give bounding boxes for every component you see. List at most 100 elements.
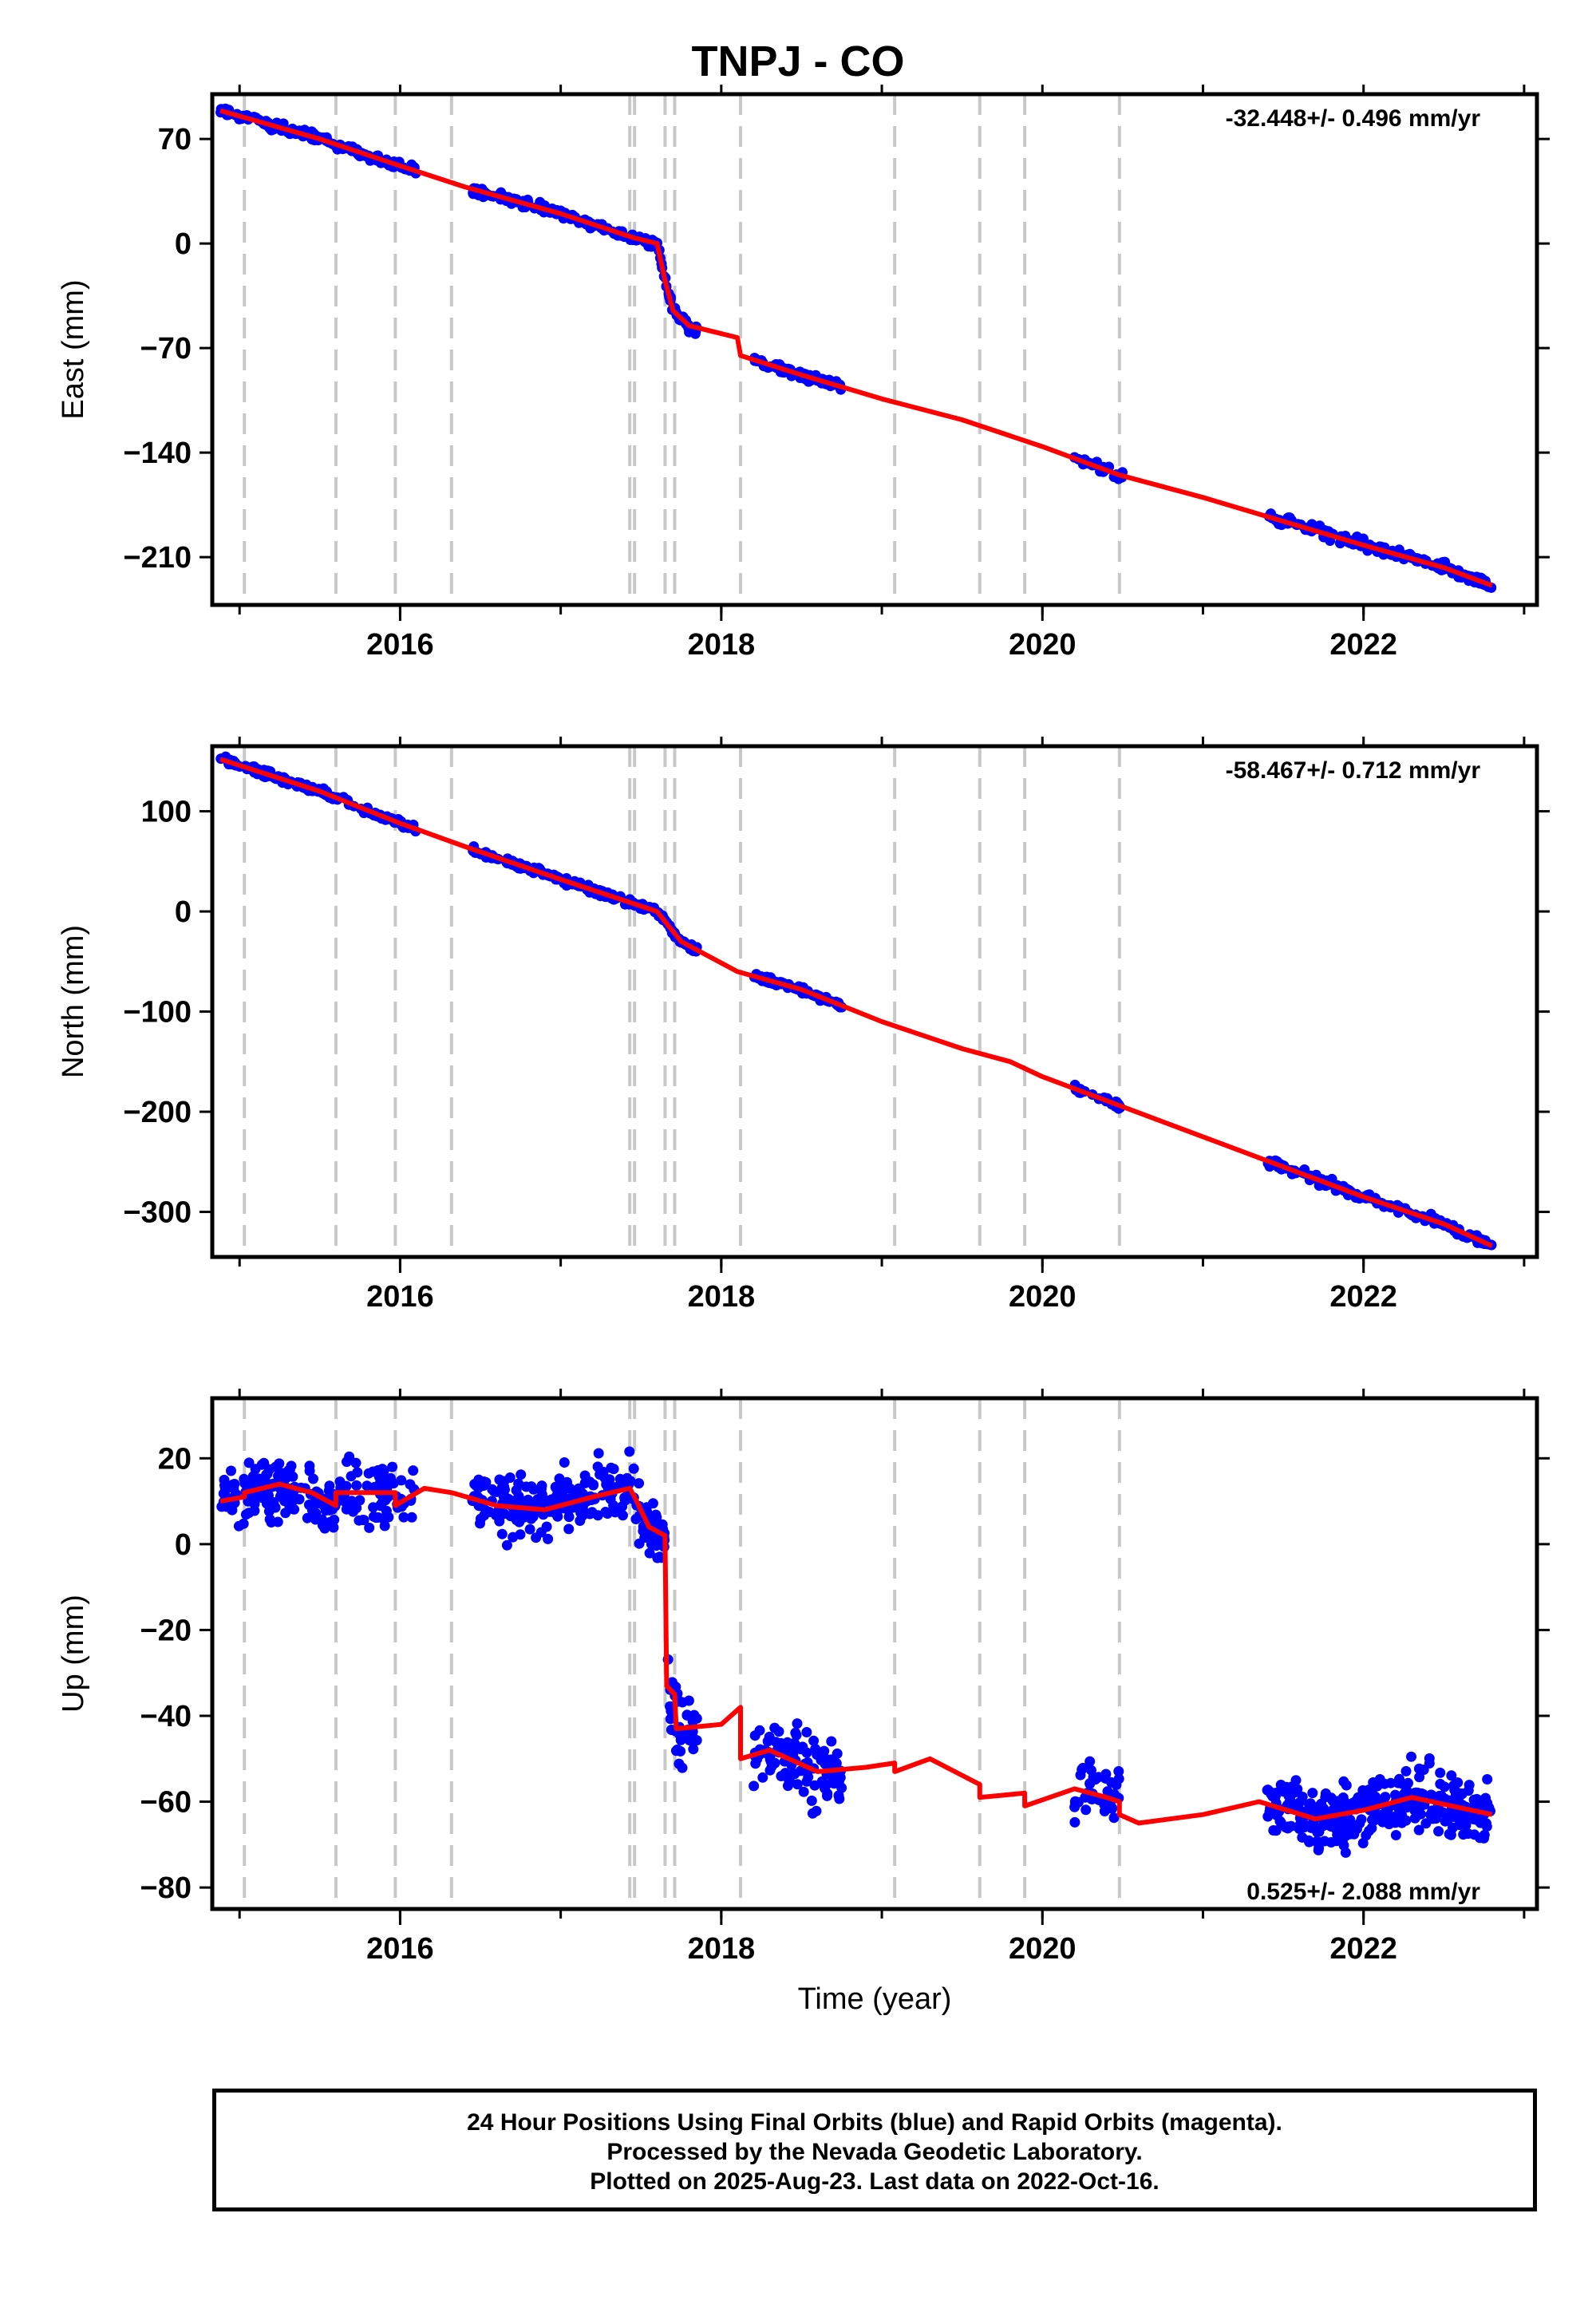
data-point — [350, 1457, 361, 1468]
data-point — [1476, 1795, 1487, 1806]
data-point — [1433, 1806, 1444, 1817]
data-point — [559, 1457, 570, 1468]
data-point — [1313, 1844, 1324, 1856]
data-point — [370, 1512, 381, 1524]
data-point — [1366, 1787, 1377, 1798]
data-point — [1311, 1836, 1322, 1848]
data-point — [691, 1735, 702, 1746]
data-point — [816, 1754, 827, 1765]
data-point — [810, 1744, 821, 1754]
footer-line-2: Processed by the Nevada Geodetic Laborat… — [606, 2139, 1143, 2165]
data-point — [795, 1765, 806, 1777]
data-point — [1108, 1812, 1120, 1824]
data-point — [1263, 1785, 1274, 1796]
data-point — [1439, 1781, 1450, 1792]
data-point — [754, 1725, 765, 1736]
data-point — [1337, 1796, 1348, 1808]
data-point — [1282, 1821, 1294, 1832]
data-point — [792, 1779, 803, 1790]
data-point — [563, 1524, 575, 1535]
data-point — [619, 1495, 630, 1506]
data-point — [516, 1469, 527, 1480]
x-tick-label: 2022 — [1329, 1280, 1397, 1314]
data-point — [491, 1486, 502, 1497]
data-point — [608, 1500, 619, 1511]
x-tick-label: 2018 — [688, 628, 756, 662]
data-point — [239, 1473, 250, 1484]
data-point — [406, 1512, 417, 1523]
data-point — [271, 1461, 281, 1472]
data-point — [1338, 1776, 1349, 1787]
data-point — [595, 1469, 606, 1480]
data-point — [351, 1503, 362, 1513]
data-point — [1312, 1827, 1323, 1838]
data-point — [575, 1487, 587, 1498]
data-point — [807, 1808, 818, 1819]
data-point — [1100, 1769, 1112, 1780]
data-point — [227, 1504, 238, 1516]
x-axis-label: Time (year) — [798, 1982, 952, 2016]
data-point — [808, 1735, 820, 1746]
data-point — [657, 1519, 668, 1530]
data-point — [289, 1504, 300, 1515]
data-point — [801, 1727, 812, 1737]
data-point — [284, 1464, 295, 1475]
data-point — [1333, 1816, 1344, 1827]
data-point — [1352, 1824, 1362, 1834]
data-point — [1406, 1751, 1416, 1762]
rate-annotation: 0.525+/- 2.088 mm/yr — [1246, 1879, 1480, 1905]
data-point — [749, 1780, 760, 1792]
y-tick-label: 70 — [158, 123, 192, 156]
data-point — [1464, 1780, 1475, 1791]
data-point — [238, 1518, 249, 1529]
y-axis-label: Up (mm) — [57, 1595, 90, 1713]
panel-up: 20 0 −20 −40 −60 −80 2016 2018 2020 2022 Up (mm) 0.… — [57, 1389, 1550, 1966]
data-point — [1361, 1830, 1372, 1841]
data-point — [500, 1492, 512, 1504]
data-point — [579, 1477, 591, 1488]
data-point — [1442, 1814, 1453, 1825]
data-point — [490, 1509, 501, 1520]
data-point — [1356, 1814, 1367, 1825]
data-point — [352, 1467, 363, 1478]
data-point — [1325, 1821, 1337, 1832]
y-tick-label: 20 — [158, 1442, 192, 1476]
data-point — [674, 1729, 685, 1740]
data-point — [1385, 1777, 1396, 1788]
data-point — [1113, 1773, 1124, 1784]
data-point — [398, 1512, 409, 1523]
x-tick-label: 2020 — [1009, 628, 1077, 662]
data-point — [791, 1729, 802, 1741]
y-tick-label: −210 — [123, 541, 192, 575]
data-point — [674, 1758, 685, 1769]
data-point — [513, 1491, 524, 1502]
data-point — [358, 1515, 369, 1526]
data-point — [1307, 1788, 1318, 1799]
data-point — [628, 1463, 639, 1474]
y-tick-label: −200 — [123, 1096, 192, 1129]
data-point — [499, 1476, 510, 1487]
data-point — [764, 1731, 775, 1742]
data-point — [541, 1521, 552, 1532]
data-point — [1412, 1788, 1424, 1798]
data-point — [1418, 1765, 1429, 1775]
data-point — [1332, 1829, 1343, 1840]
data-point — [243, 1457, 255, 1468]
data-point — [1358, 1792, 1369, 1804]
data-point — [1433, 1826, 1444, 1837]
x-tick-label: 2022 — [1329, 1932, 1397, 1966]
x-tick-label: 2016 — [366, 1932, 434, 1966]
data-point — [1310, 1806, 1321, 1817]
model-line — [219, 1481, 1493, 1826]
plot-frame — [210, 744, 1539, 1259]
data-point — [253, 1492, 264, 1503]
data-point — [1403, 1777, 1413, 1788]
data-point — [1394, 1773, 1404, 1784]
data-point — [624, 1446, 635, 1457]
y-tick-label: −60 — [140, 1786, 192, 1820]
data-point — [1463, 1813, 1473, 1824]
data-point — [780, 1768, 791, 1779]
data-point — [750, 1758, 761, 1769]
data-point — [769, 1722, 780, 1733]
